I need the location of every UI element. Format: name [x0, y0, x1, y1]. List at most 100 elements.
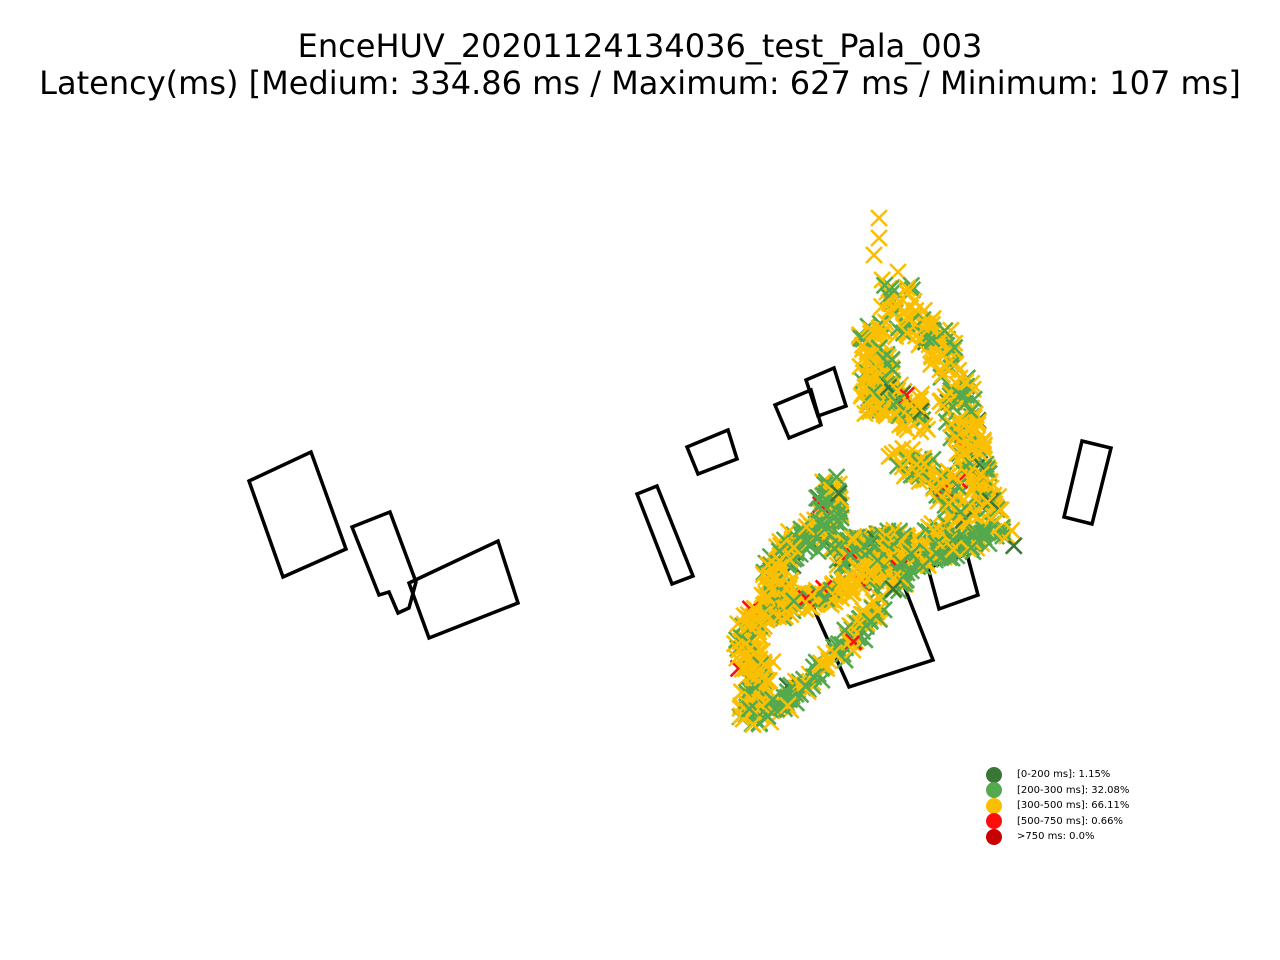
latency-point: [825, 539, 844, 558]
legend-label: [0-200 ms]: 1.15%: [1017, 769, 1111, 781]
latency-point: [951, 386, 970, 405]
latency-point: [763, 690, 782, 709]
latency-point: [915, 416, 934, 435]
latency-point: [943, 490, 962, 509]
latency-point: [972, 524, 991, 543]
latency-point: [734, 710, 753, 729]
legend-item: [300-500 ms]: 66.11%: [986, 797, 1130, 814]
latency-point: [835, 577, 854, 595]
legend: [0-200 ms]: 1.15% [200-300 ms]: 32.08% [30…: [986, 766, 1130, 845]
legend-marker: [986, 797, 1002, 814]
latency-point: [844, 530, 863, 549]
latency-point: [868, 551, 887, 570]
latency-point: [816, 645, 835, 664]
latency-point: [884, 579, 903, 598]
latency-point: [832, 508, 850, 527]
latency-point: [860, 402, 879, 421]
latency-point: [945, 467, 964, 486]
latency-point: [972, 465, 991, 484]
latency-point: [744, 715, 763, 734]
latency-point: [864, 592, 883, 611]
latency-point: [869, 356, 887, 375]
building-outline: [246, 449, 349, 580]
latency-point: [784, 592, 803, 610]
latency-point: [792, 520, 810, 539]
building-outline: [1061, 438, 1114, 527]
latency-point: [956, 373, 975, 391]
latency-point: [922, 316, 941, 335]
legend-marker: [986, 828, 1002, 845]
latency-point: [909, 465, 928, 484]
legend-label: [300-500 ms]: 66.11%: [1017, 800, 1130, 812]
latency-point: [898, 324, 916, 342]
latency-point: [754, 609, 773, 628]
latency-point: [861, 561, 880, 580]
latency-point: [873, 270, 892, 289]
latency-point: [908, 396, 927, 415]
latency-point: [933, 476, 952, 495]
latency-point: [949, 361, 968, 380]
latency-point: [861, 612, 880, 631]
latency-point: [868, 601, 887, 620]
latency-point: [800, 597, 819, 616]
latency-point: [834, 572, 853, 590]
latency-point: [856, 364, 875, 383]
latency-point: [827, 468, 846, 486]
latency-point: [814, 515, 833, 534]
latency-point: [891, 553, 910, 572]
latency-point: [967, 523, 986, 542]
legend-marker: [986, 782, 1002, 799]
latency-point: [865, 246, 883, 264]
latency-point: [875, 600, 893, 619]
latency-point: [901, 396, 920, 415]
latency-point: [870, 229, 888, 247]
latency-point: [758, 707, 777, 726]
latency-point: [949, 477, 968, 496]
building-outline: [772, 387, 824, 441]
legend-marker: [986, 813, 1002, 830]
latency-point: [967, 473, 986, 492]
latency-point: [936, 358, 955, 376]
latency-point: [835, 621, 854, 640]
latency-point: [875, 276, 894, 295]
latency-point: [780, 690, 799, 709]
latency-point: [933, 346, 952, 365]
latency-point: [809, 542, 828, 561]
latency-point: [765, 569, 784, 588]
latency-point: [915, 454, 934, 473]
latency-point: [853, 336, 872, 355]
building-outline: [406, 538, 521, 641]
latency-point: [945, 338, 964, 357]
latency-point: [883, 350, 901, 369]
latency-point: [755, 655, 774, 674]
latency-point: [864, 383, 883, 402]
chart-title: EnceHUV_20201124134036_test_Pala_003: [297, 27, 983, 65]
latency-point: [898, 283, 917, 302]
latency-point: [978, 493, 997, 512]
latency-point: [769, 559, 788, 578]
latency-point: [812, 494, 831, 512]
latency-point: [934, 396, 953, 415]
latency-point: [962, 538, 981, 557]
latency-point: [889, 263, 907, 281]
latency-point: [797, 518, 816, 536]
building-outline: [684, 427, 740, 477]
latency-point: [809, 584, 828, 603]
latency-point: [829, 484, 848, 503]
latency-point: [895, 418, 914, 437]
latency-point: [729, 640, 748, 659]
latency-point: [923, 544, 942, 563]
legend-item: >750 ms: 0.0%: [986, 828, 1129, 845]
latency-point: [796, 677, 815, 695]
latency-point: [870, 209, 888, 227]
building-outline: [349, 509, 418, 616]
building-outline: [803, 365, 849, 419]
latency-point: [887, 393, 906, 411]
latency-point: [778, 696, 797, 715]
latency-point: [817, 491, 836, 510]
building-outline: [634, 483, 696, 587]
latency-point: [1002, 521, 1021, 540]
latency-point: [951, 503, 970, 521]
latency-point: [931, 360, 950, 379]
